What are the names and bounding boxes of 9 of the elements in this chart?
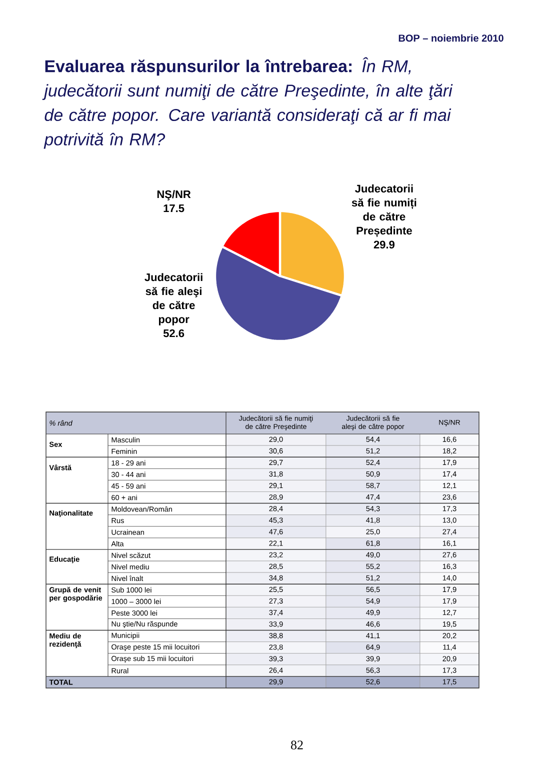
- text: BOP – noiembrie 2010: [398, 34, 504, 42]
- slice-label: Judecatorii să fie numiți de către Președinte: [352, 184, 416, 237]
- text: 82: [291, 740, 303, 750]
- data-label: 52.6: [163, 329, 184, 338]
- data-label: 17.5: [164, 204, 184, 212]
- chart-title: Evaluarea răspunsurilor la întrebarea: În RM, judecătorii sunt numiţi de către Preşedinte, în alte ţări de către popor. Care variantă consideraţi că ar fi mai potrivită în RM?: [42, 57, 453, 149]
- slice-label: Judecatorii să fie aleşi de către popor: [144, 273, 202, 326]
- slice-label: NŞ/NR: [157, 190, 191, 200]
- data-label: 29.9: [374, 240, 394, 249]
